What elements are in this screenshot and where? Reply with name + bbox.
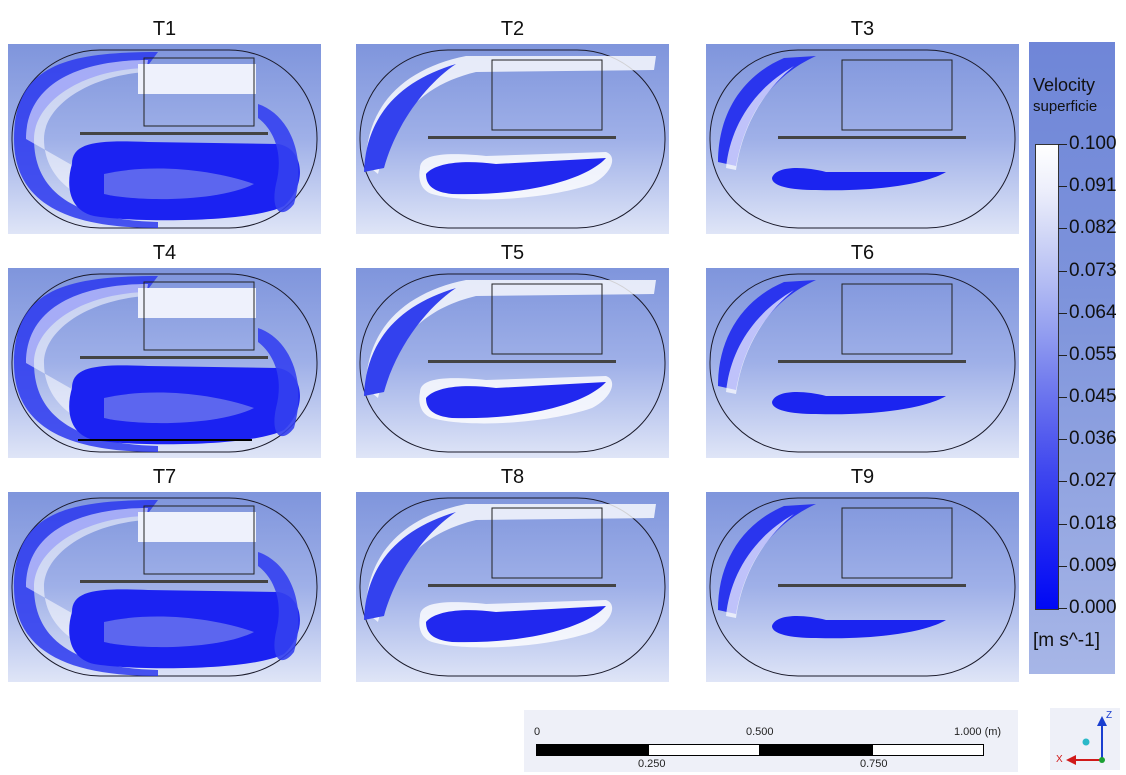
- panel-title: T5: [500, 242, 525, 264]
- legend-color-bar: [1035, 144, 1059, 610]
- legend-tick-label: 0.082: [1069, 217, 1117, 239]
- contour-plot: [356, 44, 669, 239]
- legend-tick-mark: [1058, 312, 1067, 314]
- contour-panel-3: T3: [706, 18, 1019, 234]
- legend-tick-label: 0.027: [1069, 470, 1117, 492]
- scale-label-0500: 0.500: [746, 726, 774, 738]
- panel-title: T9: [850, 466, 875, 488]
- scale-segment-2: [648, 744, 760, 756]
- legend-tick-label: 0.064: [1069, 301, 1117, 323]
- legend-tick-label: 0.100: [1069, 133, 1117, 154]
- contour-panel-4: T4: [8, 242, 321, 458]
- legend-tick-label: 0.055: [1069, 343, 1117, 365]
- scale-bar: 0 0.500 1.000 (m) 0.250 0.750: [524, 710, 1018, 772]
- legend-tick-label: 0.009: [1069, 554, 1117, 576]
- legend-tick-label: 0.073: [1069, 259, 1117, 281]
- contour-panel-7: T7: [8, 466, 321, 682]
- axis-triad: Z X: [1050, 708, 1120, 770]
- legend-tick-mark: [1058, 481, 1067, 483]
- panel-title: T1: [152, 18, 177, 40]
- legend-tick-mark: [1058, 397, 1067, 399]
- axis-triad-icon: [1066, 716, 1107, 765]
- contour-panel-6: T6: [706, 242, 1019, 458]
- color-legend: Velocity superficie 0.100 0.091 0.082 0.073…: [1029, 42, 1117, 674]
- contour-plot: [8, 492, 321, 687]
- scale-label-1000: 1.000 (m): [954, 726, 1002, 738]
- legend-tick-mark: [1058, 228, 1067, 230]
- contour-plot: [8, 268, 321, 463]
- legend-title: Velocity: [1033, 75, 1096, 95]
- contour-plot: [706, 492, 1019, 687]
- panel-title: T2: [500, 18, 525, 40]
- panel-title: T6: [850, 242, 875, 264]
- legend-tick-label: 0.000: [1069, 597, 1117, 618]
- legend-tick-mark: [1058, 186, 1067, 188]
- scale-label-0250: 0.250: [638, 758, 666, 770]
- panel-title: T3: [850, 18, 875, 40]
- scale-label-0: 0: [534, 726, 541, 738]
- contour-plot: [706, 268, 1019, 463]
- contour-plot: [356, 268, 669, 463]
- axis-label-z: Z: [1106, 710, 1113, 721]
- scale-label-0750: 0.750: [860, 758, 888, 770]
- legend-tick-label: 0.091: [1069, 175, 1117, 197]
- contour-panel-2: T2: [356, 18, 669, 234]
- panel-title: T4: [152, 242, 177, 264]
- contour-plot: [706, 44, 1019, 239]
- panel-title: T7: [152, 466, 177, 488]
- contour-plot: [8, 44, 321, 239]
- legend-tick-mark: [1058, 270, 1067, 272]
- legend-tick-label: 0.036: [1069, 428, 1117, 450]
- contour-panel-5: T5: [356, 242, 669, 458]
- contour-panel-1: T1: [8, 18, 321, 234]
- legend-tick-label: 0.018: [1069, 512, 1117, 534]
- legend-tick-mark: [1058, 608, 1067, 609]
- legend-tick-mark: [1058, 354, 1067, 356]
- contour-panel-9: T9: [706, 466, 1019, 682]
- legend-tick-mark: [1058, 439, 1067, 441]
- axis-label-x: X: [1056, 754, 1063, 765]
- scale-segment-3: [760, 744, 872, 756]
- legend-tick-mark: [1058, 565, 1067, 567]
- legend-tick-label: 0.045: [1069, 386, 1117, 408]
- contour-panel-8: T8: [356, 466, 669, 682]
- panel-title: T8: [500, 466, 525, 488]
- scale-segment-4: [872, 744, 984, 756]
- legend-unit: [m s^-1]: [1033, 630, 1100, 651]
- legend-tick-mark: [1058, 523, 1067, 525]
- legend-subtitle: superficie: [1033, 98, 1098, 115]
- contour-plot: [356, 492, 669, 687]
- scale-segment-1: [536, 744, 648, 756]
- legend-tick-mark: [1058, 144, 1067, 145]
